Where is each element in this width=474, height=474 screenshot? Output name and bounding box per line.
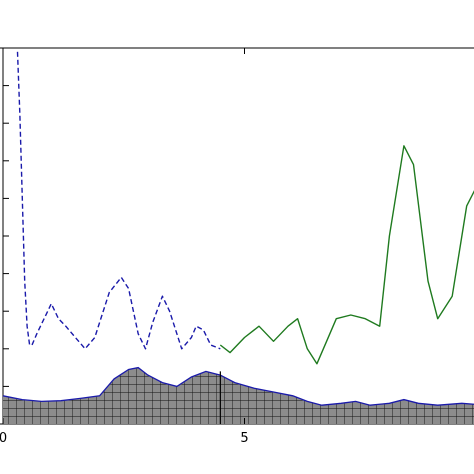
plot-area [0, 47, 474, 425]
x-tick-label-1: 5 [240, 431, 248, 446]
series-dashed-line [16, 51, 221, 350]
series-layer [2, 51, 474, 424]
series-filled-outline [2, 366, 474, 406]
axis-layer: 051015 [0, 48, 249, 446]
x-tick-label-0: 0 [0, 431, 7, 446]
series-filled-area [3, 367, 474, 424]
series-solid-line [219, 145, 474, 365]
